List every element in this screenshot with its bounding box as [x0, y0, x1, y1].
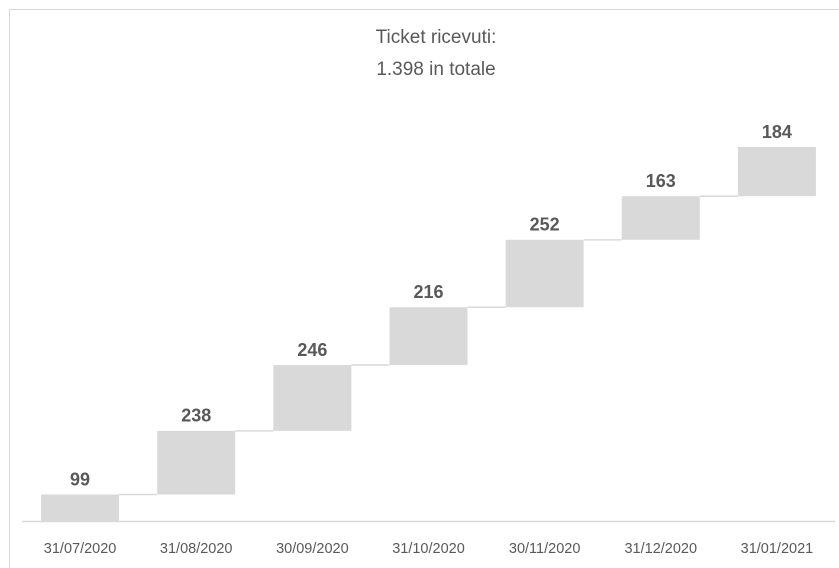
bar	[505, 239, 584, 308]
bar	[737, 147, 816, 197]
x-tick-label: 31/12/2020	[624, 541, 697, 557]
chart-subtitle: 1.398 in totale	[376, 59, 495, 80]
bar	[157, 430, 236, 495]
value-label: 216	[413, 282, 443, 302]
chart-frame	[9, 9, 839, 568]
x-tick-label: 31/07/2020	[44, 541, 117, 557]
value-label: 246	[297, 340, 327, 360]
x-tick-label: 30/09/2020	[276, 541, 349, 557]
x-tick-label: 31/10/2020	[392, 541, 465, 557]
value-label: 252	[530, 215, 560, 235]
x-tick-label: 31/01/2021	[741, 541, 814, 557]
value-label: 163	[646, 171, 676, 191]
x-tick-label: 30/11/2020	[509, 541, 581, 557]
bar	[273, 365, 352, 431]
value-label: 184	[762, 122, 792, 142]
bar	[621, 196, 700, 240]
bar	[389, 307, 468, 366]
value-label: 99	[70, 469, 90, 489]
x-tick-label: 31/08/2020	[160, 541, 233, 557]
value-label: 238	[181, 406, 211, 426]
bar	[41, 494, 120, 521]
chart-title: Ticket ricevuti:	[376, 27, 497, 48]
